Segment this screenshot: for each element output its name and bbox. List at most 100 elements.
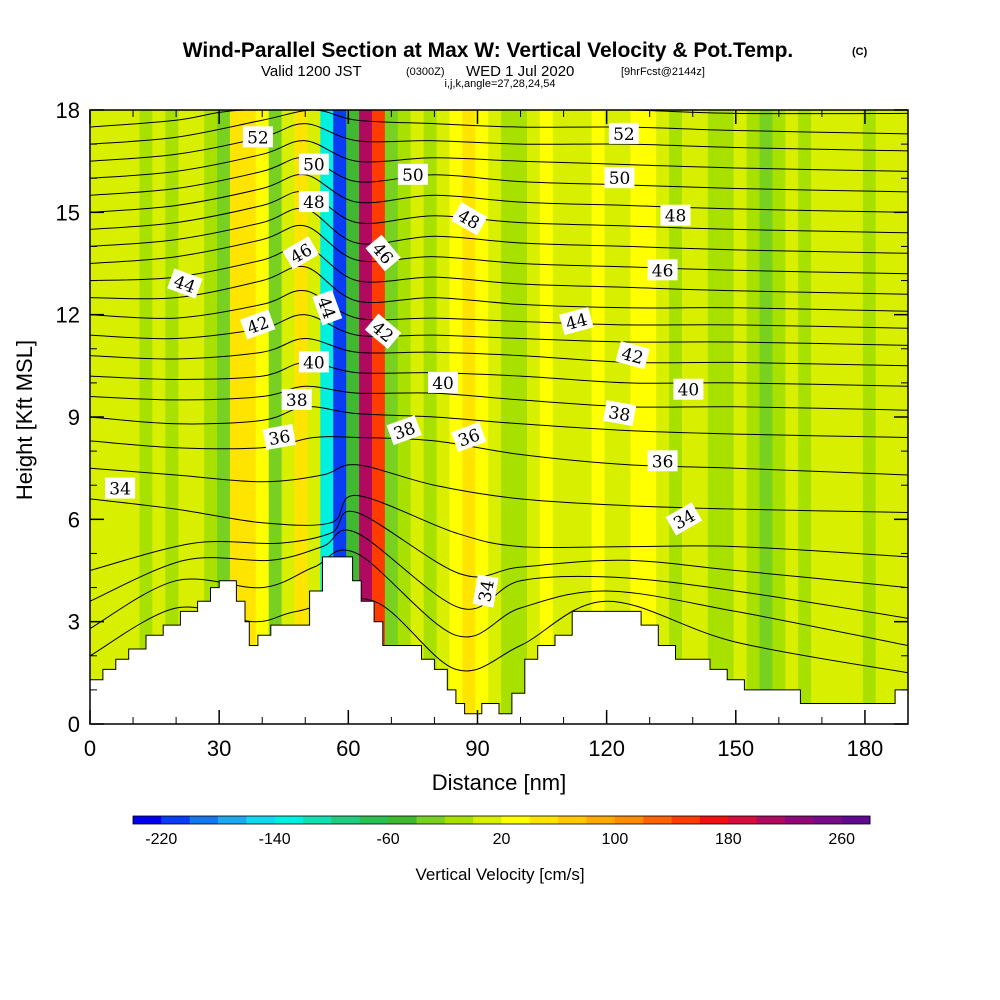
colorbar-swatch: [671, 816, 701, 824]
contour-label: 40: [428, 371, 458, 394]
contour-label: 36: [451, 422, 487, 453]
colorbar-tick-label: 100: [602, 831, 629, 848]
x-tick-label: 90: [465, 736, 489, 761]
colorbar-swatch: [785, 816, 814, 824]
contour-label-box: [386, 415, 422, 446]
colorbar-swatch: [303, 816, 332, 824]
isentrope-line: [90, 224, 908, 275]
y-tick-label: 6: [68, 507, 80, 532]
contour-label: 40: [298, 351, 329, 373]
velocity-column: [746, 110, 761, 724]
contour-label-box: [105, 477, 136, 499]
contour-label: 40: [673, 378, 704, 401]
velocity-column: [229, 110, 244, 724]
contour-label-text: 48: [303, 193, 325, 213]
x-tick-label: 60: [336, 736, 360, 761]
isentrope-line: [90, 314, 908, 346]
velocity-column: [552, 110, 567, 724]
colorbar-tick-label: 20: [493, 831, 511, 848]
contour-label-box: [451, 422, 487, 453]
isentrope-line: [90, 406, 908, 438]
velocity-column: [772, 110, 786, 724]
colorbar-swatch: [813, 816, 843, 824]
contour-label: 52: [242, 126, 273, 148]
velocity-column: [384, 110, 399, 724]
velocity-column: [449, 110, 463, 724]
velocity-column: [875, 110, 890, 724]
velocity-column: [849, 110, 864, 724]
colorbar-swatch: [756, 816, 786, 824]
isentrope-line: [90, 207, 908, 254]
y-axis-title: Height [Kft MSL]: [12, 340, 37, 500]
contour-label-box: [604, 167, 635, 189]
contour-label-box: [364, 313, 402, 350]
velocity-column: [539, 110, 554, 724]
contour-label-box: [167, 268, 203, 299]
contour-label: 52: [608, 122, 639, 145]
colorbar-swatch: [416, 816, 446, 824]
velocity-column: [862, 110, 877, 724]
contour-label-box: [673, 378, 704, 400]
contour-label-box: [450, 202, 488, 236]
contour-label-box: [647, 259, 678, 281]
velocity-column: [397, 110, 412, 724]
isentrope-line: [90, 290, 908, 329]
x-tick-label: 0: [84, 736, 96, 761]
velocity-column: [682, 110, 696, 724]
velocity-column: [785, 110, 799, 724]
colorbar-swatch: [558, 816, 587, 824]
colorbar-swatch: [444, 816, 474, 824]
velocity-column: [811, 110, 825, 724]
colorbar-swatch: [586, 816, 616, 824]
velocity-column: [307, 110, 321, 724]
contour-label-box: [647, 450, 678, 472]
colorbar-swatch: [133, 816, 162, 824]
velocity-column: [217, 110, 231, 724]
colorbar-swatch: [728, 816, 758, 824]
velocity-column: [204, 110, 218, 724]
contour-label-box: [282, 236, 319, 270]
contour-label: 36: [647, 450, 678, 472]
velocity-column: [707, 110, 722, 724]
colorbar-swatch: [246, 816, 276, 824]
colorbar-tick-label: 180: [715, 831, 742, 848]
colorbar-swatch: [161, 816, 191, 824]
colorbar-swatch: [501, 816, 531, 824]
contour-label-box: [262, 424, 296, 450]
velocity-column: [720, 110, 735, 724]
contour-label-text: 40: [432, 374, 454, 394]
velocity-column: [359, 110, 373, 724]
colorbar-tick-label: -140: [259, 831, 291, 848]
contour-label: 50: [298, 153, 329, 176]
isentrope-line: [90, 464, 908, 513]
contour-label-text: 48: [665, 207, 687, 227]
colorbar-swatch: [274, 816, 304, 824]
contour-label-box: [428, 371, 458, 393]
title-indices: i,j,k,angle=27,28,24,54: [444, 78, 555, 90]
colorbar-tick-label: -220: [145, 831, 177, 848]
colorbar-swatch: [841, 816, 871, 824]
velocity-column: [255, 110, 270, 724]
isentrope-line: [90, 157, 908, 196]
velocity-column: [462, 110, 476, 724]
title-main: Wind-Parallel Section at Max W: Vertical…: [183, 39, 794, 62]
colorbar-tick-label: -60: [377, 831, 400, 848]
contour-label: 36: [262, 424, 296, 450]
isentrope-line: [90, 110, 908, 145]
velocity-column: [488, 110, 502, 724]
colorbar-title: Vertical Velocity [cm/s]: [415, 865, 584, 884]
velocity-column: [139, 110, 153, 724]
velocity-column: [165, 110, 179, 724]
colorbar-swatch: [643, 816, 672, 824]
contour-label: 34: [472, 574, 499, 608]
x-tick-label: 180: [847, 736, 884, 761]
velocity-column: [100, 110, 115, 724]
isentrope-line: [90, 436, 908, 476]
contour-label-text: 50: [402, 166, 424, 186]
contour-label-text: 46: [652, 261, 674, 281]
velocity-column: [591, 110, 606, 724]
colorbar-swatch: [473, 816, 502, 824]
contour-label-box: [608, 122, 639, 144]
